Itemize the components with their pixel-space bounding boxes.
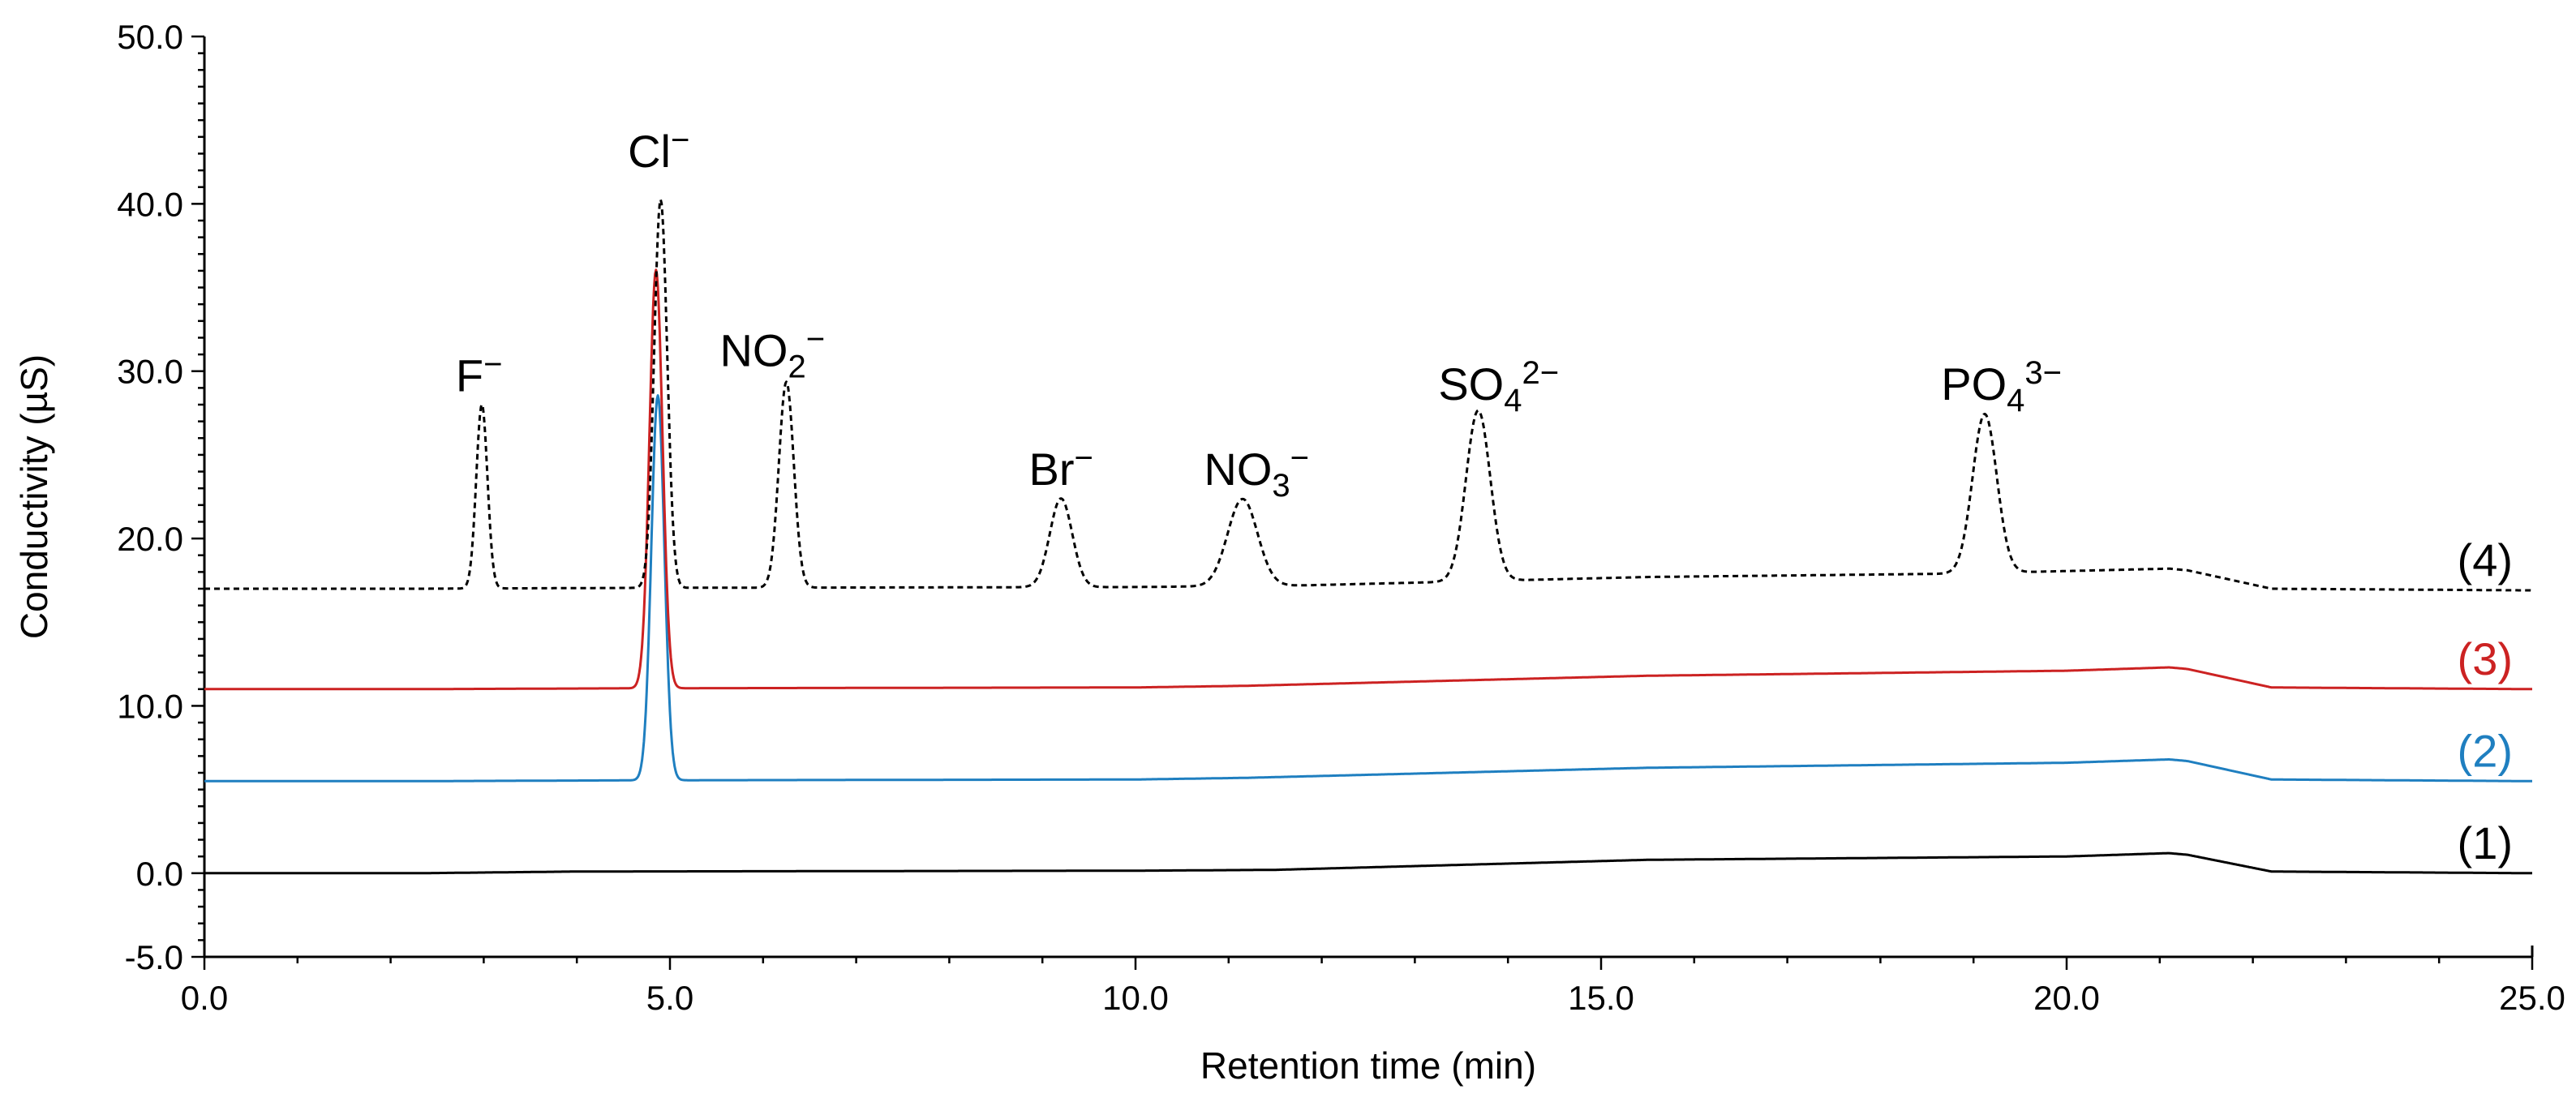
- peak-label: SO42−: [1438, 355, 1559, 418]
- peak-label: Br−: [1028, 440, 1093, 495]
- peak-label: F−: [456, 346, 503, 401]
- peak-label: NO2−: [719, 322, 825, 385]
- y-tick-label: 40.0: [117, 185, 183, 223]
- x-tick-label: 15.0: [1568, 979, 1634, 1017]
- series-line: [204, 268, 2533, 691]
- y-tick-label: 20.0: [117, 520, 183, 558]
- series-line: [204, 394, 2533, 783]
- x-tick-label: 20.0: [2033, 979, 2100, 1017]
- y-tick-label: 10.0: [117, 687, 183, 725]
- y-axis-title: Conductivity (µS): [13, 354, 55, 639]
- x-tick-label: 0.0: [181, 979, 228, 1017]
- y-tick-label: -5.0: [125, 938, 183, 976]
- series-label: (1): [2458, 817, 2513, 868]
- x-axis-title: Retention time (min): [1200, 1044, 1536, 1087]
- y-tick-label: 50.0: [117, 18, 183, 56]
- series-label: (2): [2458, 725, 2513, 776]
- axes: -5.00.010.020.030.040.050.00.0 5.0 10.0 15.…: [13, 18, 2565, 1087]
- series-label: (3): [2458, 633, 2513, 684]
- labels-layer: (1) (2) (3) (4) F− Cl− NO2− Br− NO3− SO42− PO43−: [456, 122, 2513, 868]
- y-tick-label: 30.0: [117, 353, 183, 391]
- x-tick-label: 10.0: [1102, 979, 1169, 1017]
- peak-label: NO3−: [1204, 440, 1309, 504]
- peak-label: Cl−: [628, 122, 689, 177]
- series-line: [204, 851, 2533, 875]
- y-tick-label: 0.0: [136, 855, 183, 893]
- x-tick-label: 5.0: [646, 979, 693, 1017]
- series-label: (4): [2458, 534, 2513, 585]
- series-layer: [204, 198, 2533, 875]
- x-tick-label: 25.0: [2499, 979, 2565, 1017]
- peak-label: PO43−: [1941, 355, 2062, 418]
- series-line: [204, 198, 2533, 592]
